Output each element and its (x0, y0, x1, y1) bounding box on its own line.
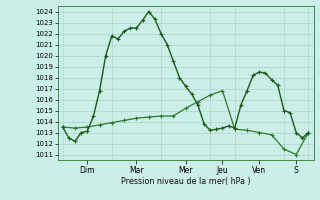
X-axis label: Pression niveau de la mer( hPa ): Pression niveau de la mer( hPa ) (121, 177, 251, 186)
